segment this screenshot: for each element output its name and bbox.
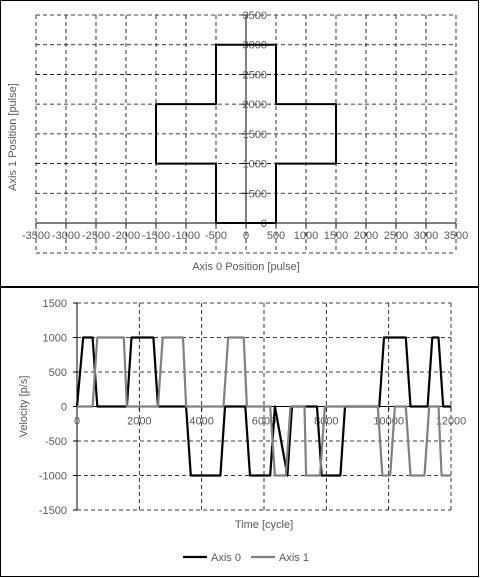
x-tick-label: 3000 — [414, 230, 438, 242]
y-tick-label: 1000 — [43, 333, 67, 345]
x-tick-label: 8000 — [314, 416, 338, 428]
y-tick-label: 1500 — [243, 129, 267, 141]
velocity-chart-panel: 0 2000 4000 6000 8000 10000 12000 -1500 -1000 -50… — [0, 287, 479, 577]
x-tick-label: 12000 — [436, 416, 467, 428]
x-tick-label: 3500 — [444, 230, 468, 242]
x-tick-label: 1000 — [294, 230, 318, 242]
xy-trajectory-line — [155, 43, 337, 224]
y-tick-label: -500 — [45, 436, 67, 448]
axis0-velocity-line — [75, 336, 451, 477]
x-tick-label: -1000 — [172, 230, 200, 242]
x-tick-label: -2500 — [82, 230, 110, 242]
y-tick-label: 0 — [61, 402, 67, 414]
x-tick-label: -1500 — [142, 230, 170, 242]
x-axis-title: Time [cycle] — [235, 519, 293, 531]
xy-position-chart-panel: -3500 -3000 -2500 -2000 -1500 -1000 -500 0 500 10… — [0, 0, 479, 287]
y-axis-title: Velocity [p/s] — [18, 376, 30, 438]
y-tick-label: 3500 — [243, 10, 267, 22]
x-tick-label: 10000 — [373, 416, 404, 428]
y-tick-label: 2500 — [243, 69, 267, 81]
axis1-velocity-line — [77, 336, 451, 477]
x-tick-label: 2500 — [384, 230, 408, 242]
xy-position-chart: -3500 -3000 -2500 -2000 -1500 -1000 -500 0 500 10… — [7, 10, 468, 273]
x-tick-label: -500 — [205, 230, 227, 242]
x-tick-label: 0 — [74, 416, 80, 428]
y-tick-label: 500 — [249, 188, 267, 200]
x-tick-label: 500 — [267, 230, 285, 242]
x-tick-label: 2000 — [354, 230, 378, 242]
y-tick-label: -1500 — [39, 505, 67, 517]
y-tick-label: 2000 — [243, 99, 267, 111]
x-tick-label: 4000 — [189, 416, 213, 428]
y-tick-label: 1000 — [243, 159, 267, 171]
y-tick-label: 500 — [49, 367, 67, 379]
x-tick-label: -3000 — [52, 230, 80, 242]
x-tick-label: -2000 — [112, 230, 140, 242]
x-tick-label: 2000 — [127, 416, 151, 428]
velocity-chart: 0 2000 4000 6000 8000 10000 12000-1500-1000-50… — [18, 298, 467, 564]
y-tick-label: -1000 — [39, 471, 67, 483]
legend-label-axis0: Axis 0 — [211, 552, 241, 564]
y-tick-label: 3000 — [243, 40, 267, 52]
x-axis-title: Axis 0 Position [pulse] — [192, 261, 300, 273]
x-tick-label: 1500 — [324, 230, 348, 242]
legend-label-axis1: Axis 1 — [279, 552, 309, 564]
x-tick-label: -3500 — [22, 230, 50, 242]
y-tick-label: 1500 — [43, 298, 67, 310]
y-axis-title: Axis 1 Position [pulse] — [7, 83, 19, 191]
x-tick-label: 0 — [243, 230, 249, 242]
